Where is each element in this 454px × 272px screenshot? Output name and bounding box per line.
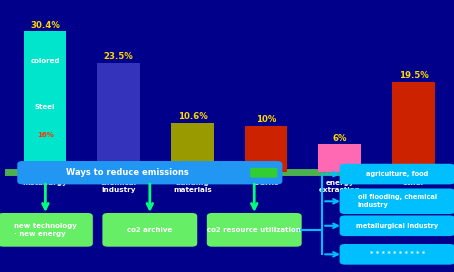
- Text: Steel: Steel: [35, 104, 55, 110]
- Text: * * * * * * * * * *: * * * * * * * * * *: [370, 251, 425, 257]
- FancyBboxPatch shape: [0, 213, 93, 247]
- Text: metallurgical Industry: metallurgical Industry: [356, 223, 439, 229]
- Text: new technology
· new energy: new technology · new energy: [14, 223, 77, 237]
- Text: 10%: 10%: [256, 115, 276, 124]
- Bar: [24, 31, 66, 172]
- Text: Ways to reduce emissions: Ways to reduce emissions: [66, 168, 188, 177]
- Text: 6%: 6%: [332, 134, 347, 143]
- FancyBboxPatch shape: [250, 168, 277, 178]
- FancyBboxPatch shape: [340, 188, 454, 214]
- FancyBboxPatch shape: [207, 213, 302, 247]
- FancyBboxPatch shape: [340, 215, 454, 236]
- Text: 19.5%: 19.5%: [399, 71, 429, 80]
- Text: 30.4%: 30.4%: [30, 20, 60, 30]
- Text: agriculture, food: agriculture, food: [366, 171, 429, 177]
- FancyBboxPatch shape: [340, 164, 454, 184]
- Text: 23.5%: 23.5%: [104, 52, 133, 61]
- Bar: [392, 82, 435, 172]
- FancyBboxPatch shape: [340, 244, 454, 265]
- FancyBboxPatch shape: [103, 213, 197, 247]
- Text: co2 resource utilization: co2 resource utilization: [207, 227, 301, 233]
- Text: oil flooding, chemical
industry: oil flooding, chemical industry: [358, 194, 437, 208]
- Text: 16%: 16%: [37, 132, 54, 138]
- Text: colored: colored: [30, 58, 60, 64]
- Bar: [171, 123, 214, 172]
- Bar: [318, 144, 361, 172]
- Bar: [97, 63, 140, 172]
- Bar: [245, 126, 287, 172]
- Text: 10.6%: 10.6%: [178, 112, 207, 121]
- FancyBboxPatch shape: [17, 161, 282, 184]
- Text: co2 archive: co2 archive: [127, 227, 173, 233]
